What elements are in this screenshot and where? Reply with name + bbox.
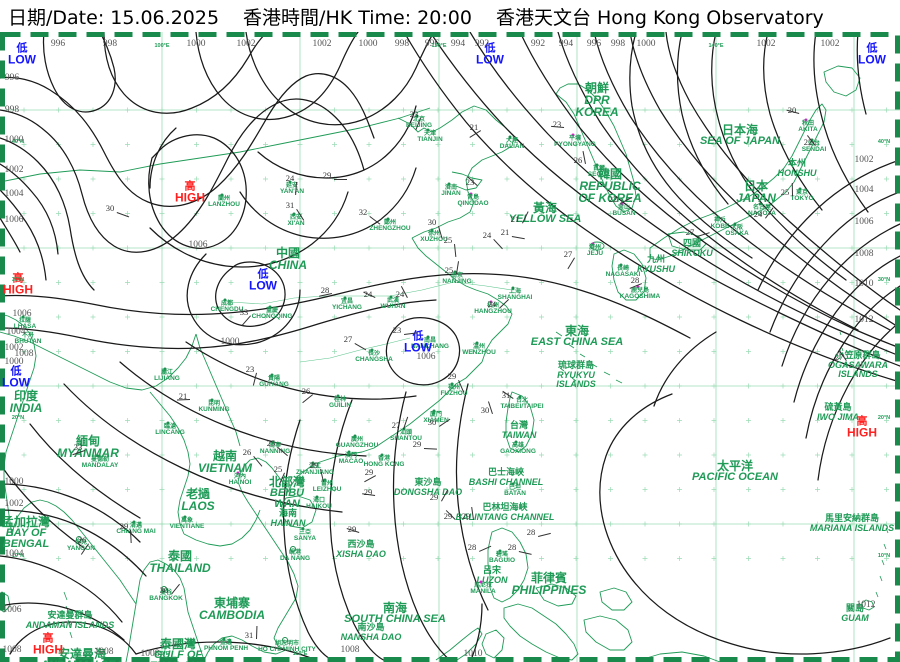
station-dot <box>430 228 434 232</box>
station-dot <box>619 263 623 267</box>
map-border <box>0 32 900 662</box>
station-dot <box>96 454 100 458</box>
station-dot <box>282 637 288 643</box>
station-dot <box>386 217 390 221</box>
station-dot <box>183 515 187 519</box>
station-dot <box>270 373 274 377</box>
station-dot <box>804 118 808 122</box>
station-dot <box>76 536 82 542</box>
station-dot <box>426 335 430 339</box>
station-dot <box>479 580 483 584</box>
station-dot <box>571 133 575 137</box>
isobars <box>0 32 900 662</box>
station-dot <box>591 242 595 246</box>
station-dot <box>288 180 292 184</box>
station-dot <box>301 527 305 531</box>
station-dot <box>347 450 351 454</box>
station-dot <box>370 348 374 352</box>
station-dot <box>447 182 451 186</box>
station-dot <box>432 409 436 413</box>
station-dot <box>220 193 224 197</box>
station-dot <box>311 461 315 465</box>
station-dot <box>426 128 430 132</box>
wind-barb <box>334 179 347 180</box>
station-dot <box>210 398 214 402</box>
station-dot <box>453 270 457 274</box>
station-dot <box>489 300 493 304</box>
station-dot <box>323 478 327 482</box>
station-dot <box>511 482 515 486</box>
station-dot <box>292 212 296 216</box>
station-dot <box>290 546 296 552</box>
header-date: 日期/Date: 15.06.2025 <box>8 6 220 29</box>
station-dot <box>343 296 347 300</box>
station-dot <box>620 202 624 206</box>
station-dot <box>271 440 275 444</box>
station-dot <box>389 295 393 299</box>
station-dot <box>21 315 25 319</box>
station-dot <box>163 367 167 371</box>
station-dot <box>380 453 384 457</box>
surface-analysis-map: 中國 CHINA 日本 JAPAN 朝鮮 DPR KOREA 韓國 REPUBLIC OF KOR… <box>0 32 900 662</box>
chart-header: 日期/Date: 15.06.2025 香港時間/HK Time: 20:00 … <box>0 0 900 32</box>
station-dot <box>450 382 454 386</box>
station-dot <box>758 202 762 206</box>
station-dot <box>415 114 419 118</box>
station-dot <box>223 298 227 302</box>
station-dot <box>716 215 720 219</box>
station-dot <box>498 549 502 553</box>
header-time: 香港時間/HK Time: 20:00 <box>243 6 472 29</box>
station-dot <box>798 187 802 191</box>
map-canvas <box>0 32 900 662</box>
station-dot <box>315 495 319 499</box>
station-dot <box>511 286 515 290</box>
wind-barb <box>791 182 793 196</box>
station-dot <box>636 285 640 289</box>
station-dot <box>132 520 136 524</box>
station-dot <box>353 434 357 438</box>
station-dot <box>469 192 473 196</box>
station-dot <box>222 637 226 641</box>
station-dot <box>508 135 512 139</box>
station-dot <box>518 395 522 399</box>
header-source: 香港天文台 Hong Kong Observatory <box>495 6 824 29</box>
station-dot <box>514 440 518 444</box>
station-dot <box>336 394 340 398</box>
station-dot <box>268 305 272 309</box>
station-dot <box>733 222 737 226</box>
station-dot <box>166 421 170 425</box>
station-dot <box>475 341 479 345</box>
station-dot <box>161 586 167 592</box>
station-dot <box>595 163 599 167</box>
coastlines <box>0 65 889 662</box>
graticule <box>0 32 900 662</box>
station-dot <box>236 471 240 475</box>
